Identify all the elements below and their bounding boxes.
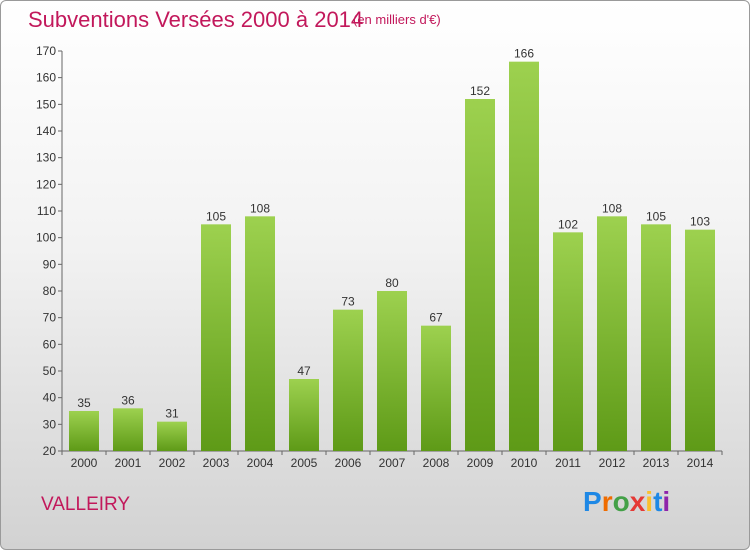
bar — [553, 232, 583, 451]
logo-letter: x — [629, 486, 646, 517]
y-tick-label: 140 — [36, 124, 56, 138]
bar — [245, 216, 275, 451]
logo-letter: i — [662, 486, 671, 517]
data-label: 105 — [206, 209, 226, 223]
y-tick-label: 160 — [36, 71, 56, 85]
bar — [157, 421, 187, 451]
x-tick-label: 2001 — [115, 456, 142, 470]
data-label: 102 — [558, 217, 578, 231]
bar — [465, 99, 495, 451]
proxiti-logo: Proxiti — [583, 486, 670, 518]
y-tick-label: 80 — [43, 284, 57, 298]
y-tick-label: 40 — [43, 391, 57, 405]
bar — [113, 408, 143, 451]
x-tick-label: 2002 — [159, 456, 186, 470]
bar — [597, 216, 627, 451]
x-tick-label: 2013 — [643, 456, 670, 470]
data-label: 80 — [385, 276, 399, 290]
bar — [289, 379, 319, 451]
bar — [377, 291, 407, 451]
x-tick-label: 2009 — [467, 456, 494, 470]
y-tick-label: 30 — [43, 417, 57, 431]
y-tick-label: 150 — [36, 97, 56, 111]
y-tick-label: 90 — [43, 257, 57, 271]
y-tick-label: 130 — [36, 151, 56, 165]
bar — [641, 224, 671, 451]
data-label: 103 — [690, 215, 710, 229]
bar — [333, 309, 363, 451]
y-tick-label: 20 — [43, 444, 57, 458]
y-tick-label: 50 — [43, 364, 57, 378]
x-tick-label: 2010 — [511, 456, 538, 470]
bar — [69, 411, 99, 451]
y-tick-label: 170 — [36, 44, 56, 58]
logo-letter: i — [645, 486, 654, 517]
x-tick-label: 2012 — [599, 456, 626, 470]
y-tick-label: 70 — [43, 311, 57, 325]
data-label: 105 — [646, 209, 666, 223]
x-tick-label: 2007 — [379, 456, 406, 470]
data-label: 36 — [121, 393, 135, 407]
logo-letter: t — [653, 486, 663, 517]
chart-subtitle: (en milliers d'€) — [353, 12, 441, 27]
x-tick-label: 2004 — [247, 456, 274, 470]
bar — [421, 325, 451, 451]
data-label: 47 — [297, 364, 311, 378]
data-label: 67 — [429, 311, 443, 325]
x-tick-label: 2011 — [555, 456, 581, 470]
bar — [509, 61, 539, 452]
y-tick-label: 120 — [36, 177, 56, 191]
bar — [685, 229, 715, 451]
logo-letter: o — [612, 486, 630, 517]
data-label: 108 — [602, 201, 622, 215]
bar — [201, 224, 231, 451]
x-tick-label: 2014 — [687, 456, 714, 470]
data-label: 31 — [165, 407, 179, 421]
data-label: 73 — [341, 295, 355, 309]
logo-letter: P — [583, 486, 602, 517]
data-label: 108 — [250, 201, 270, 215]
y-tick-label: 60 — [43, 337, 57, 351]
data-label: 152 — [470, 84, 490, 98]
x-tick-label: 2003 — [203, 456, 230, 470]
x-tick-label: 2005 — [291, 456, 318, 470]
x-tick-label: 2006 — [335, 456, 362, 470]
y-tick-label: 110 — [37, 204, 56, 218]
x-tick-label: 2000 — [71, 456, 98, 470]
chart-title: Subventions Versées 2000 à 2014 — [28, 7, 364, 32]
logo-letter: r — [601, 486, 613, 517]
data-label: 35 — [77, 396, 91, 410]
commune-name: VALLEIRY — [41, 494, 131, 515]
x-tick-label: 2008 — [423, 456, 450, 470]
data-label: 166 — [514, 47, 534, 61]
y-tick-label: 100 — [36, 231, 56, 245]
